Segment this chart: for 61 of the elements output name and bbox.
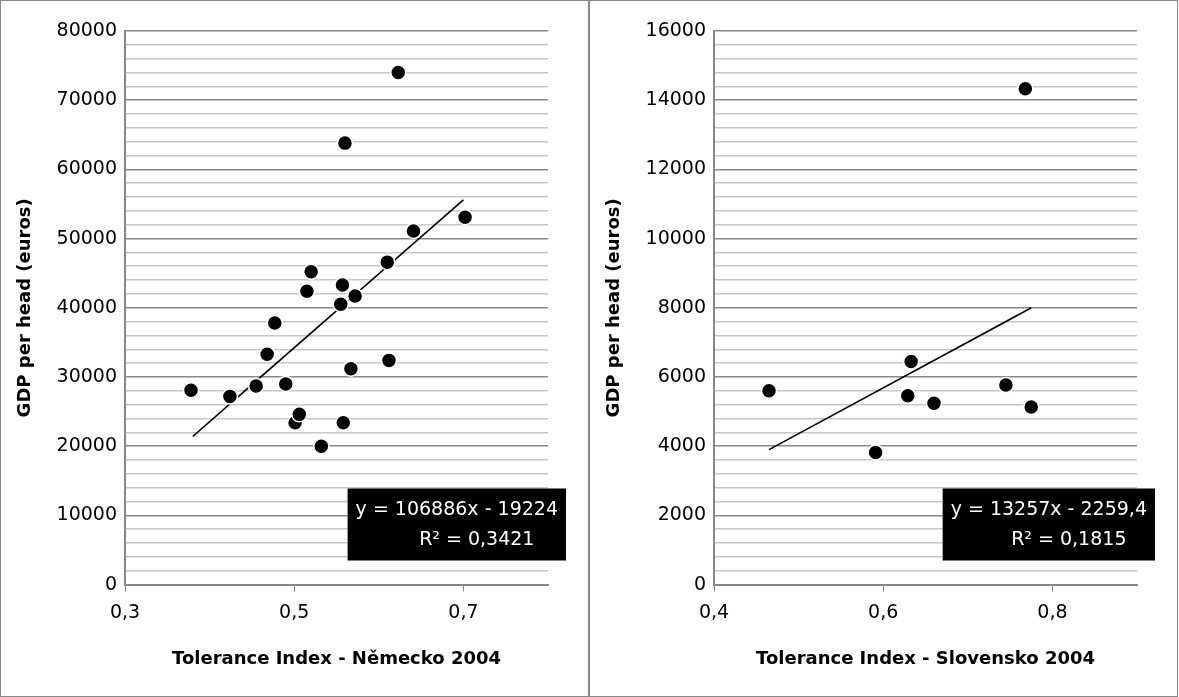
point <box>291 406 308 423</box>
y-tick-label: 0 <box>104 571 118 594</box>
y-tick-label: 12000 <box>645 156 707 179</box>
x-axis-title: Tolerance Index - Německo 2004 <box>172 646 502 668</box>
point <box>346 287 364 305</box>
y-tick-label: 50000 <box>56 225 118 248</box>
point <box>277 375 295 393</box>
point <box>334 276 351 294</box>
y-tick-label: 10000 <box>645 225 707 248</box>
x-tick-label: 0,3 <box>109 599 141 622</box>
point <box>266 314 284 332</box>
y-tick-label: 20000 <box>56 433 118 456</box>
point <box>313 437 330 455</box>
y-tick-label: 14000 <box>645 87 707 110</box>
point <box>298 282 316 300</box>
point <box>342 360 360 377</box>
y-axis-title: GDP per head (euros) <box>13 198 35 418</box>
point <box>336 134 354 152</box>
x-tick-label: 0,8 <box>1037 599 1068 622</box>
x-tick-label: 0,6 <box>868 599 899 622</box>
y-tick-label: 40000 <box>56 294 118 317</box>
y-tick-label: 10000 <box>56 502 118 525</box>
point <box>247 377 265 395</box>
x-tick-label: 0,5 <box>279 599 310 622</box>
y-tick-label: 30000 <box>56 363 118 386</box>
point <box>902 353 920 370</box>
annotation: y = 106886x - 19224 <box>355 496 558 519</box>
point <box>332 296 349 313</box>
y-tick-label: 16000 <box>645 17 707 40</box>
point <box>221 388 239 405</box>
point <box>390 64 407 81</box>
x-tick-label: 0,7 <box>448 599 479 622</box>
annotation: R² = 0,3421 <box>419 526 535 549</box>
point <box>380 352 398 369</box>
annotation: R² = 0,1815 <box>1011 526 1127 549</box>
y-tick-label: 8000 <box>657 294 707 317</box>
point <box>182 381 200 399</box>
point <box>867 444 884 461</box>
y-tick-label: 4000 <box>657 433 707 456</box>
point <box>379 253 396 271</box>
y-tick-label: 6000 <box>657 363 707 386</box>
point <box>302 263 320 281</box>
x-axis-title: Tolerance Index - Slovensko 2004 <box>756 646 1096 668</box>
y-tick-label: 70000 <box>56 87 118 110</box>
y-axis-title: GDP per head (euros) <box>602 198 624 418</box>
point <box>456 208 474 226</box>
point <box>1023 398 1040 416</box>
x-tick-label: 0,4 <box>698 599 730 622</box>
point <box>405 222 422 240</box>
y-tick-label: 0 <box>693 571 707 594</box>
y-tick-label: 60000 <box>56 156 118 179</box>
point <box>258 345 276 363</box>
y-tick-label: 80000 <box>56 17 118 40</box>
point <box>760 382 778 400</box>
point <box>335 414 352 431</box>
point <box>997 376 1015 394</box>
y-tick-label: 2000 <box>657 502 707 525</box>
annotation: y = 13257x - 2259,4 <box>950 496 1147 519</box>
point <box>1017 80 1034 98</box>
point <box>925 395 943 412</box>
point <box>899 387 917 404</box>
